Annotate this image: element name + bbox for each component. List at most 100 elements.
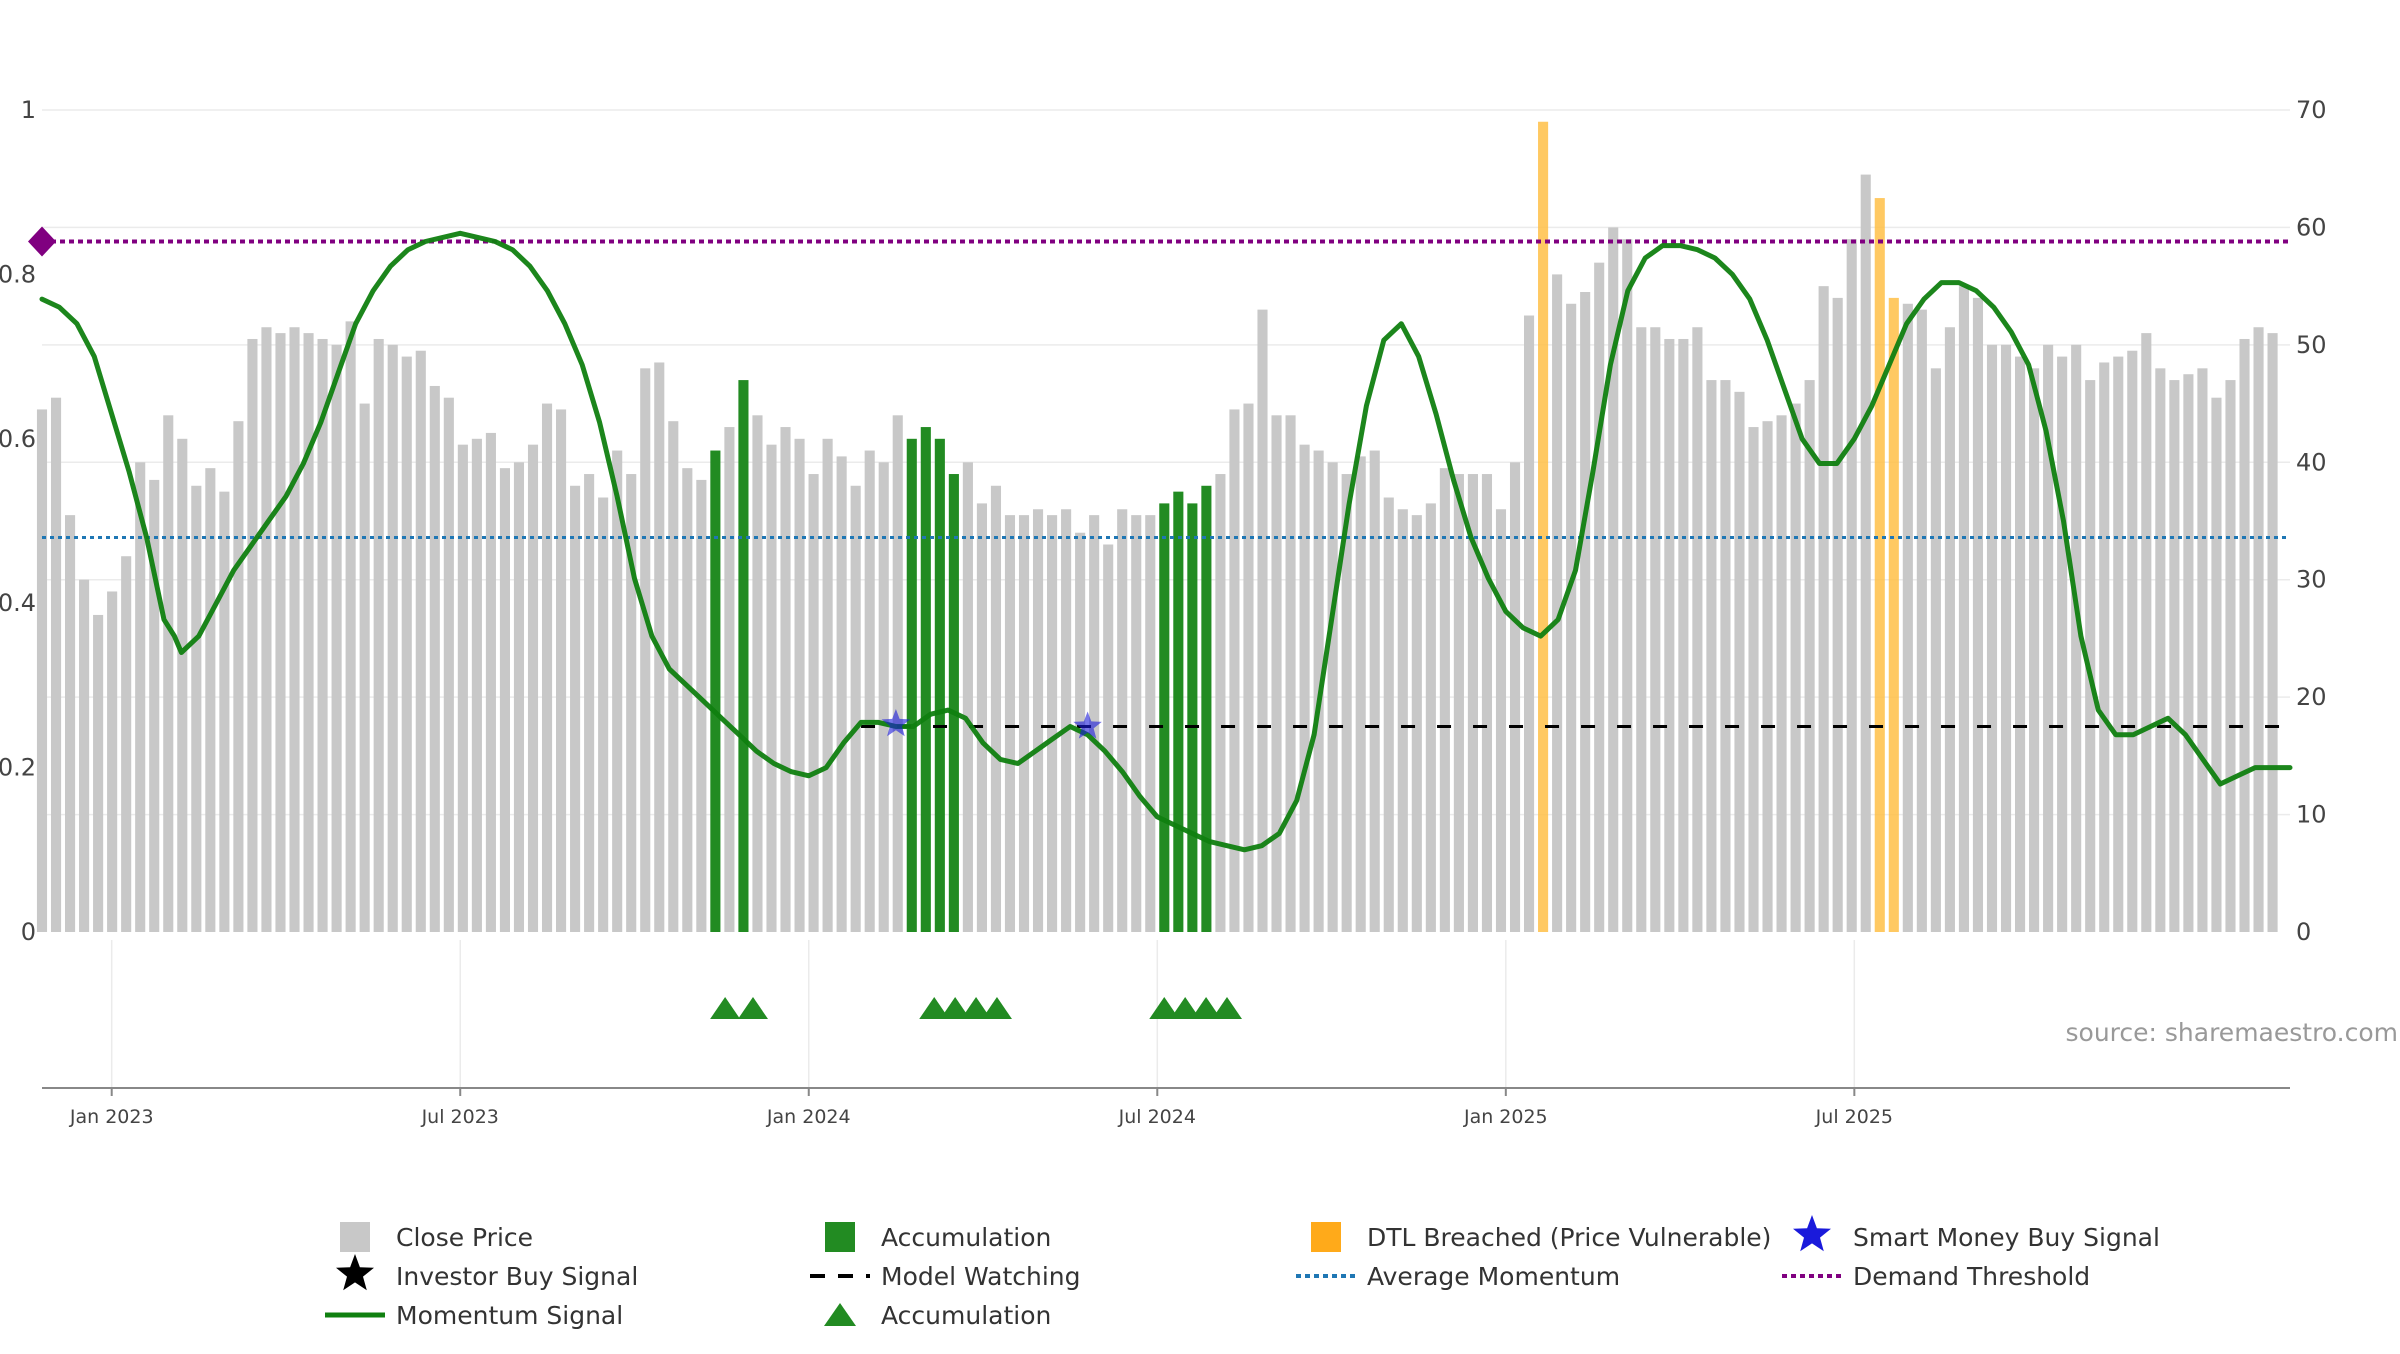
close-price-bar: [2043, 344, 2054, 932]
close-price-bar: [2183, 374, 2194, 933]
close-price-bar: [387, 344, 398, 932]
close-price-bar: [1958, 286, 1969, 932]
close-price-bar: [2197, 368, 2208, 933]
close-price-bar: [1004, 515, 1016, 932]
close-price-bar: [1285, 415, 1296, 932]
close-price-bar: [1145, 515, 1156, 932]
accumulation-bar: [934, 438, 945, 932]
close-price-bar: [2127, 350, 2138, 933]
accumulation-bar: [948, 474, 959, 932]
close-price-bar: [1944, 327, 1955, 932]
close-price-bar: [962, 462, 973, 932]
x-tick-label: Jan 2025: [1463, 1106, 1548, 1128]
close-price-bar: [457, 444, 468, 932]
close-price-bar: [878, 462, 889, 932]
close-price-bar: [247, 338, 258, 932]
close-price-bar: [2141, 333, 2152, 932]
close-price-bar: [1804, 380, 1815, 933]
close-price-bar: [1509, 462, 1521, 932]
legend: Close Price Accumulation DTL Breached (Pri…: [325, 1215, 2160, 1330]
close-price-bar: [808, 474, 819, 932]
close-price-bar: [1580, 292, 1591, 932]
accumulation-bar: [1173, 491, 1184, 932]
y-left-tick-label: 0.2: [0, 754, 36, 782]
close-price-bar: [1860, 174, 1871, 933]
legend-label: DTL Breached (Price Vulnerable): [1367, 1223, 1771, 1252]
accumulation-marker: [981, 997, 1012, 1019]
close-price-bar: [1117, 509, 1128, 932]
legend-icon-investor-star: [336, 1254, 374, 1291]
close-price-bar: [513, 462, 525, 932]
dtl-breached-bar: [1874, 198, 1885, 932]
y-left-tick-label: 0.4: [0, 589, 36, 617]
close-price-bar: [1734, 391, 1745, 933]
close-price-bar: [205, 468, 216, 932]
close-price-bar: [1692, 327, 1703, 932]
close-price-bar: [1453, 474, 1464, 932]
accumulation-bar: [1187, 503, 1198, 932]
close-price-bar: [2015, 356, 2026, 933]
close-price-bar: [682, 468, 693, 932]
close-price-bar: [2071, 344, 2082, 932]
close-price-bar: [163, 415, 174, 932]
close-price-bar: [1411, 515, 1422, 932]
close-price-bar: [401, 356, 412, 933]
close-price-bar: [121, 556, 132, 932]
close-price-bar: [541, 403, 553, 932]
accumulation-bar: [1159, 503, 1170, 932]
close-price-bar: [584, 474, 595, 932]
legend-label: Momentum Signal: [396, 1301, 623, 1330]
dtl-breached-bar: [1538, 121, 1549, 933]
close-price-bar: [1495, 509, 1507, 932]
close-price-bar: [1299, 444, 1310, 932]
close-price-bar: [261, 327, 272, 932]
close-price-bar: [289, 327, 300, 932]
close-price-bar: [1664, 338, 1675, 932]
close-price-bar: [107, 591, 118, 932]
close-price-bar: [1257, 309, 1268, 932]
close-price-bar: [1636, 327, 1647, 932]
close-price-bar: [1369, 450, 1380, 932]
legend-icon-close-price: [340, 1222, 370, 1252]
legend-item: Average Momentum: [1296, 1262, 1620, 1291]
close-price-bar: [2029, 368, 2040, 933]
x-tick-label: Jan 2024: [766, 1106, 851, 1128]
x-tick-label: Jul 2023: [421, 1106, 499, 1128]
legend-item: Close Price: [340, 1222, 533, 1252]
legend-icon-accumulation-triangle: [824, 1303, 856, 1326]
close-price-bar: [1846, 239, 1857, 933]
close-price-bar: [850, 485, 861, 932]
close-price-bar: [2113, 356, 2124, 933]
accumulation-marker: [1211, 997, 1242, 1019]
close-price-bar: [2225, 380, 2236, 933]
close-price-bar: [1930, 368, 1941, 933]
close-price-bar: [612, 450, 623, 932]
close-price-bar: [1355, 456, 1366, 932]
close-price-bar: [1243, 403, 1254, 932]
close-price-bar: [1467, 474, 1478, 932]
accumulation-bar: [1201, 485, 1212, 932]
close-price-bar: [345, 321, 356, 932]
close-price-bar: [1818, 286, 1829, 932]
close-price-bar: [1972, 297, 1984, 932]
close-price-bar: [822, 438, 833, 932]
close-price-bar: [1902, 303, 1913, 932]
close-price-bar: [1790, 403, 1801, 932]
close-price-bar: [1032, 509, 1044, 932]
close-price-bar: [2169, 380, 2180, 933]
close-price-bar: [1706, 380, 1717, 933]
close-price-bar: [499, 468, 510, 932]
accumulation-marker: [1191, 997, 1222, 1019]
close-price-bar: [1776, 415, 1787, 932]
close-price-bar: [990, 485, 1002, 932]
close-price-bar: [1748, 427, 1759, 932]
close-price-bar: [1622, 239, 1633, 933]
close-price-bar: [2000, 344, 2012, 932]
accumulation-bar: [710, 450, 721, 932]
close-price-bar: [471, 438, 482, 932]
y-right-tick-label: 60: [2296, 213, 2327, 241]
y-right-tick-label: 40: [2296, 448, 2327, 476]
close-price-bar: [2057, 356, 2068, 933]
